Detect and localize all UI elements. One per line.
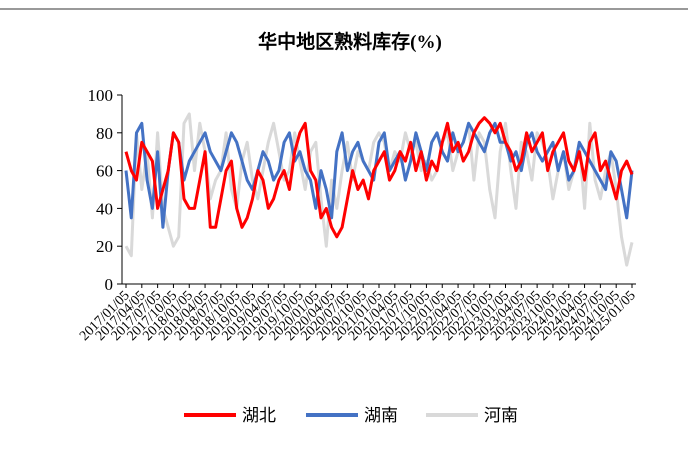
y-tick-label: 40 [96, 199, 113, 218]
series-line [124, 116, 634, 239]
y-tick-label: 100 [88, 86, 114, 105]
y-tick-label: 20 [96, 237, 113, 256]
legend-label: 河南 [484, 406, 518, 425]
y-tick-label: 60 [96, 162, 113, 181]
y-tick-label: 0 [105, 275, 114, 294]
legend-label: 湖北 [242, 406, 276, 425]
legend-label: 湖南 [364, 406, 398, 425]
chart-title: 华中地区熟料库存(%) [258, 30, 442, 53]
series-line [124, 121, 634, 229]
y-tick-label: 80 [96, 124, 113, 143]
